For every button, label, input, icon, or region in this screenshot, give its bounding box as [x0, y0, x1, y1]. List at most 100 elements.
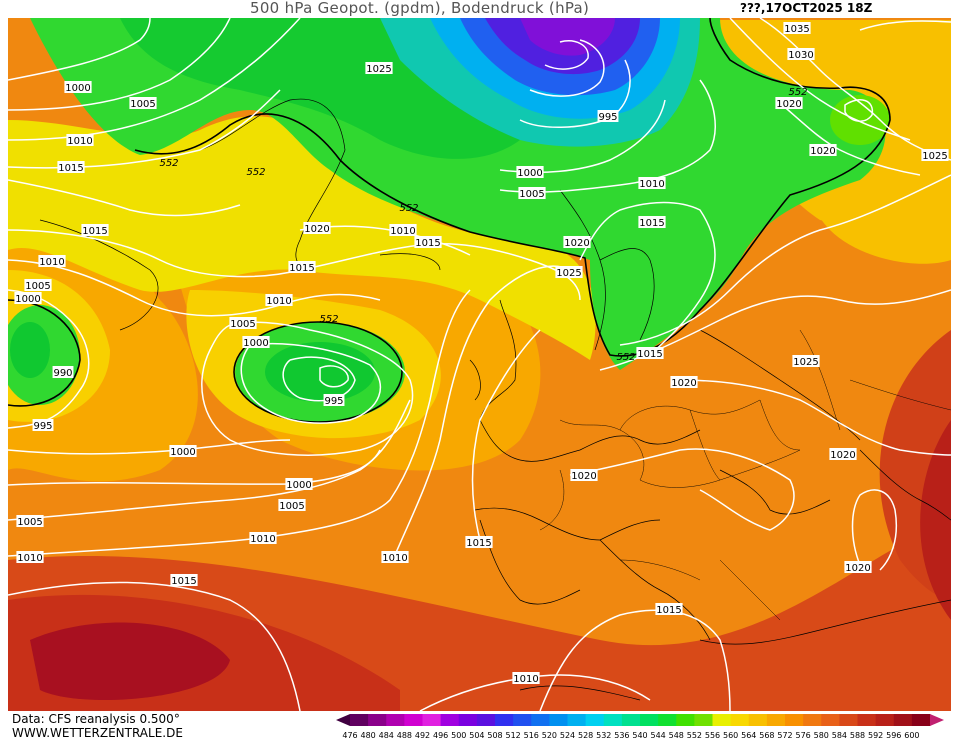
isobar-label: 1020 — [809, 144, 837, 157]
height-contour-label: 552 — [246, 167, 265, 178]
country-borders — [539, 329, 951, 621]
legend-tick-label: 564 — [741, 731, 756, 740]
isobar-label-text: 1015 — [637, 349, 662, 360]
legend-swatch — [857, 714, 877, 726]
isobar-label: 1010 — [512, 672, 540, 685]
run-timestamp: ???,17OCT2025 18Z — [740, 1, 873, 15]
weather-map[interactable]: 1000 1005 1010 1015 1025 1035 1030 1020 1020 1025… — [8, 18, 951, 711]
legend-tick-label: 548 — [669, 731, 684, 740]
isobar-label-text: 1015 — [415, 238, 440, 249]
height-contour-label: 552 — [159, 158, 178, 169]
header-bar: 500 hPa Geopot. (gpdm), Bodendruck (hPa)… — [0, 0, 959, 18]
isobar-label: 1025 — [555, 266, 583, 279]
isobar-label-text: 1015 — [171, 576, 196, 587]
legend-tick-label: 532 — [596, 731, 611, 740]
geopotential-fill — [8, 18, 951, 711]
isobar-label: 1010 — [16, 551, 44, 564]
legend-swatch — [694, 714, 713, 726]
map-title: 500 hPa Geopot. (gpdm), Bodendruck (hPa) — [250, 0, 590, 17]
isobar-label: 1000 — [64, 81, 92, 94]
color-legend: 476 480 484 488 492 496 500 504 508 512 516 520 524 5… — [336, 714, 944, 740]
isobar-label-text: 990 — [53, 368, 72, 379]
isobar-label-text: 1000 — [286, 480, 311, 491]
isobar-label: 1010 — [638, 177, 666, 190]
isobar-label-text: 1015 — [82, 226, 107, 237]
isobar-label-text: 1020 — [564, 238, 589, 249]
isobar-label-text: 1020 — [845, 563, 870, 574]
legend-swatch — [368, 714, 387, 726]
isobar-label-text: 1020 — [776, 99, 801, 110]
isobar-label: 1005 — [229, 317, 257, 330]
legend-swatch — [458, 714, 478, 726]
legend-swatch — [585, 714, 605, 726]
isobar-label: 1015 — [57, 161, 85, 174]
height-contour-label: 552 — [616, 352, 635, 363]
legend-swatch — [476, 714, 496, 726]
isobar-label-text: 1010 — [639, 179, 664, 190]
isobar-label-text: 1010 — [390, 226, 415, 237]
legend-tick-label: 568 — [759, 731, 774, 740]
legend-swatch — [730, 714, 750, 726]
legend-tick-label: 520 — [542, 731, 557, 740]
isobar-label: 1025 — [921, 149, 949, 162]
legend-tick-label: 540 — [632, 731, 647, 740]
isobar-label: 1005 — [518, 187, 546, 200]
isobar-label: 1005 — [24, 279, 52, 292]
isobar-label: 1005 — [16, 515, 44, 528]
isobar-label-text: 1005 — [130, 99, 155, 110]
isobar-label-text: 1035 — [784, 24, 809, 35]
isobar-label-text: 995 — [324, 396, 343, 407]
isobar-label-text: 1010 — [39, 257, 64, 268]
legend-tick-label: 524 — [560, 731, 575, 740]
legend-tick-label: 588 — [850, 731, 865, 740]
isobar-label: 1000 — [14, 292, 42, 305]
isobar-label: 1035 — [783, 22, 811, 35]
isobar-label: 1015 — [288, 261, 316, 274]
legend-tick-label: 560 — [723, 731, 738, 740]
isobar-label: 1000 — [169, 445, 197, 458]
legend-swatch — [839, 714, 858, 726]
isobar-label-text: 1025 — [366, 64, 391, 75]
isobar-label-text: 1025 — [922, 151, 947, 162]
isobar-label: 1015 — [636, 347, 664, 360]
legend-tick-label: 556 — [705, 731, 720, 740]
legend-tick-label: 516 — [524, 731, 539, 740]
isobar-label-text: 1010 — [250, 534, 275, 545]
legend-tick-label: 576 — [795, 731, 810, 740]
isobar-label: 1020 — [829, 448, 857, 461]
legend-swatch — [350, 714, 369, 726]
legend-tick-label: 584 — [832, 731, 847, 740]
legend-tick-label: 480 — [360, 731, 375, 740]
isobar-label-text: 1020 — [830, 450, 855, 461]
isobar-label: 995 — [323, 394, 345, 407]
isobar-label: 1025 — [365, 62, 393, 75]
isobar-label-text: 1000 — [65, 83, 90, 94]
isobar-label: 1010 — [249, 532, 277, 545]
isobar-label: 1010 — [389, 224, 417, 237]
isobar-label: 995 — [32, 419, 54, 432]
isobar-label: 1015 — [170, 574, 198, 587]
isobar-label: 1015 — [638, 216, 666, 229]
legend-swatch — [748, 714, 768, 726]
isobar-label: 1015 — [414, 236, 442, 249]
legend-swatch — [766, 714, 786, 726]
isobar-label: 1005 — [278, 499, 306, 512]
legend-swatch — [567, 714, 587, 726]
isobar-label: 1020 — [775, 97, 803, 110]
height-labels: 552 552 552 552 552 552 — [159, 87, 807, 363]
legend-swatch — [422, 714, 442, 726]
legend-swatch — [911, 714, 931, 726]
legend-tick-label: 504 — [469, 731, 484, 740]
legend-tick-label: 596 — [886, 731, 901, 740]
isobar-label: 1010 — [38, 255, 66, 268]
isobar-label: 1000 — [242, 336, 270, 349]
legend-tick-label: 600 — [904, 731, 919, 740]
isobar-label-text: 1000 — [243, 338, 268, 349]
isobar-label: 1010 — [66, 134, 94, 147]
legend-tick-label: 476 — [342, 731, 357, 740]
data-source-label: Data: CFS reanalysis 0.500° — [12, 712, 180, 726]
isobar-label: 1025 — [792, 355, 820, 368]
isobar-label-text: 1005 — [25, 281, 50, 292]
legend-swatch — [513, 714, 532, 726]
